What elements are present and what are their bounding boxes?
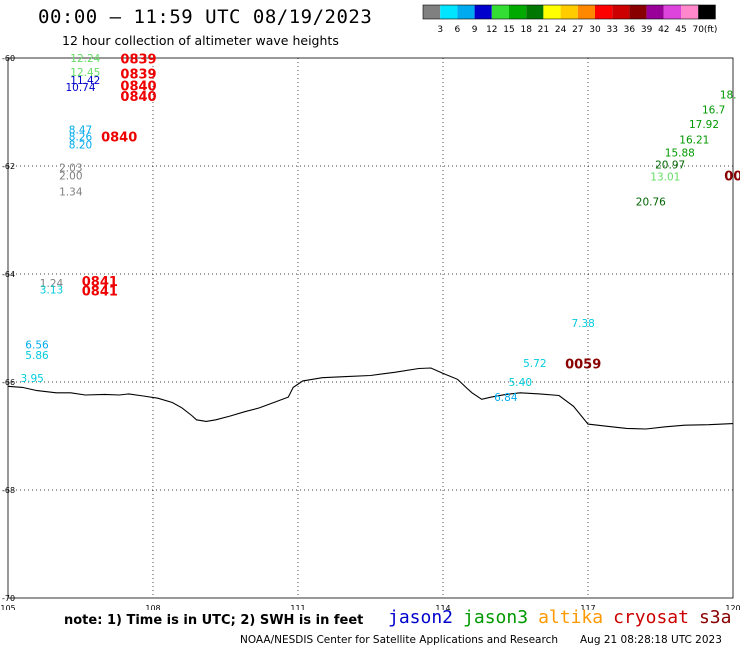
swh-data-point: 2.00 [59, 171, 82, 183]
y-tick-label: -68 [2, 486, 15, 495]
pass-time-label: 0840 [120, 90, 156, 105]
swh-data-point: 8.47 [69, 125, 92, 137]
x-tick-label: 114 [435, 604, 450, 610]
swh-data-point: 10.74 [65, 82, 95, 94]
satellite-legend: jason2 jason3 altika cryosat s3a [388, 607, 740, 628]
scale-swatch [681, 5, 699, 19]
swh-data-point: 16.7 [702, 105, 725, 117]
legend-item-jason2: jason2 [388, 607, 454, 628]
scale-swatch [543, 5, 561, 19]
legend-item-s3a: s3a [698, 607, 732, 628]
page-subtitle: 12 hour collection of altimeter wave hei… [62, 33, 339, 48]
y-tick-label: -70 [2, 594, 15, 603]
swh-data-point: 2.03 [59, 162, 82, 174]
scale-tick-label: 9 [472, 25, 478, 35]
swh-data-point: 17.92 [689, 119, 719, 131]
scale-swatch [440, 5, 458, 19]
color-scale: 3 6 9 12 15 18 21 24 27 30 33 36 39 42 45 70 (ft) [422, 4, 718, 35]
scale-tick-label: 6 [455, 25, 461, 35]
y-tick-label: -64 [2, 270, 15, 279]
scale-tick-label: 18 [520, 25, 532, 35]
x-tick-label: 105 [0, 604, 15, 610]
footer-note: note: 1) Time is in UTC; 2) SWH is in fe… [64, 613, 364, 628]
x-tick-label: 108 [145, 604, 160, 610]
scale-tick-label: 12 [486, 25, 497, 35]
scale-unit-label: (ft) [704, 25, 718, 35]
swh-data-point: 11.42 [70, 75, 100, 87]
x-tick-label: 117 [580, 604, 595, 610]
scale-tick-label: 39 [641, 25, 653, 35]
swh-data-point: 1.34 [59, 187, 83, 199]
pass-time-label: 0839 [120, 52, 156, 67]
legend-item-cryosat: cryosat [613, 607, 689, 628]
scale-swatch [646, 5, 664, 19]
swh-data-point: 20.76 [636, 196, 666, 208]
scale-tick-label: 27 [572, 25, 583, 35]
scale-swatch [457, 5, 475, 19]
scale-border [422, 4, 716, 20]
swh-data-point: 6.56 [25, 340, 49, 352]
swh-data-point: 7.38 [571, 318, 594, 330]
page-title: 00:00 – 11:59 UTC 08/19/2023 [38, 6, 373, 28]
scale-swatch [629, 5, 647, 19]
pass-time-label: 0841 [82, 275, 118, 290]
swh-data-point: 15.88 [665, 147, 695, 159]
scale-swatch [577, 5, 595, 19]
coastline [7, 367, 734, 430]
scale-tick-label: 36 [624, 25, 636, 35]
legend-item-jason3: jason3 [463, 607, 529, 628]
swh-data-point: 12.45 [70, 67, 100, 79]
swh-data-point: 13.01 [650, 172, 680, 184]
swh-data-point: 5.72 [523, 358, 546, 370]
scale-swatch [663, 5, 681, 19]
scale-tick-label: 70 [692, 25, 704, 35]
swh-data-point: 1.24 [40, 278, 64, 290]
scale-tick-label: 24 [555, 25, 567, 35]
scale-swatch [423, 5, 441, 19]
pass-time-label: 005 [724, 170, 740, 185]
pass-time-label: 0840 [101, 131, 137, 146]
footer-credit: NOAA/NESDIS Center for Satellite Applica… [240, 634, 558, 646]
scale-tick-label: 30 [589, 25, 601, 35]
scale-swatch [491, 5, 509, 19]
swh-data-point: 5.40 [509, 377, 532, 389]
swh-data-point: 18. [720, 90, 737, 102]
swh-data-point: 16.21 [679, 134, 709, 146]
scale-tick-label: 45 [675, 25, 686, 35]
footer-timestamp: Aug 21 08:28:18 UTC 2023 [580, 634, 722, 646]
scale-swatch [560, 5, 578, 19]
scale-swatch [698, 5, 716, 19]
pass-time-label: 0839 [120, 68, 156, 83]
scale-tick-label: 21 [538, 25, 549, 35]
swh-data-point: 8.20 [69, 140, 92, 152]
scale-swatch [595, 5, 613, 19]
x-tick-label: 111 [290, 604, 305, 610]
swh-data-point: 3.95 [20, 373, 43, 385]
y-tick-label: -66 [2, 378, 15, 387]
pass-time-label: 0841 [82, 285, 118, 300]
swh-data-point: 3.13 [40, 284, 63, 296]
swh-data-point: 6.84 [494, 392, 518, 404]
scale-swatch [612, 5, 630, 19]
scale-swatch [474, 5, 492, 19]
scale-tick-label: 33 [606, 25, 617, 35]
scale-swatch [526, 5, 544, 19]
pass-time-label: 0059 [565, 358, 601, 373]
chart-plot: 105 108 111 114 117 120 -60 -62 -64 -66 -68 -70 12.2… [0, 52, 740, 610]
scale-tick-label: 15 [503, 25, 514, 35]
scale-tick-label: 3 [437, 25, 443, 35]
y-tick-label: -62 [2, 162, 15, 171]
swh-data-point: 20.97 [655, 160, 685, 172]
legend-item-altika: altika [538, 607, 604, 628]
scale-swatch [509, 5, 527, 19]
swh-data-point: 8.26 [69, 132, 93, 144]
x-tick-label: 120 [725, 604, 740, 610]
swh-data-point: 12.24 [70, 53, 100, 65]
swh-data-point: 5.86 [25, 350, 49, 362]
y-tick-label: -60 [2, 54, 15, 63]
pass-time-label: 0840 [120, 79, 156, 94]
plot-frame [7, 57, 734, 599]
scale-tick-label: 42 [658, 25, 669, 35]
